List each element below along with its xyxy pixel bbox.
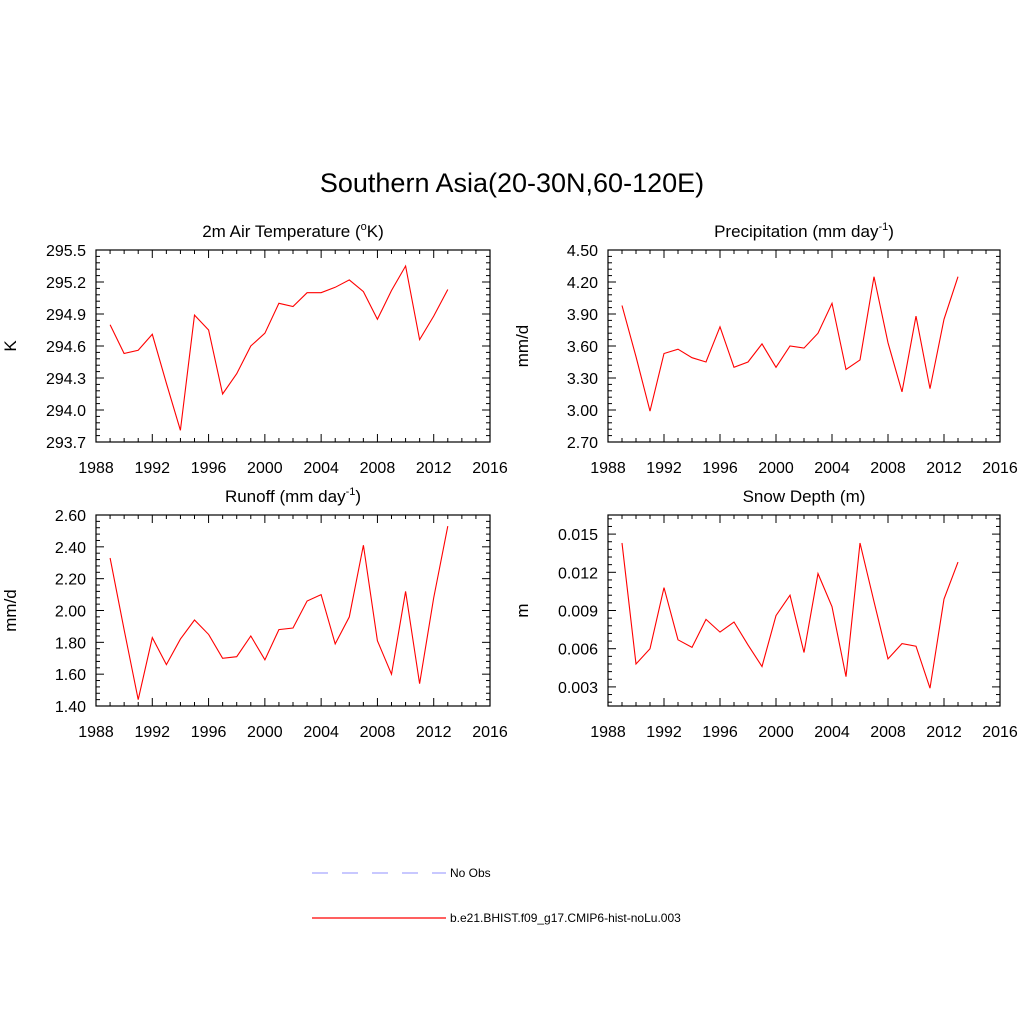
chart-panel-2: 1988 1992 1996 2000 2004 2008 2012 2016 2.70 3.00… [513, 221, 1018, 477]
x-tick-label: 2000 [247, 460, 283, 477]
x-tick-label: 2000 [758, 724, 794, 741]
x-tick-label: 2016 [472, 460, 508, 477]
x-tick-label: 1992 [646, 724, 682, 741]
panel-title: Snow Depth (m) [743, 487, 866, 506]
x-tick-label: 2004 [303, 460, 339, 477]
y-tick-label: 4.50 [567, 243, 598, 260]
y-tick-label: 2.60 [55, 508, 86, 525]
x-tick-label: 2004 [814, 460, 850, 477]
x-tick-label: 1988 [590, 724, 626, 741]
x-tick-label: 2012 [926, 724, 962, 741]
x-tick-label: 1992 [134, 724, 170, 741]
chart-panel-1: 1988 1992 1996 2000 2004 2008 2012 2016 293.7 294… [1, 221, 508, 477]
x-tick-label: 1992 [646, 460, 682, 477]
y-tick-label: 4.20 [567, 275, 598, 292]
panel-title: 2m Air Temperature (oK) [202, 221, 384, 241]
y-axis-label: mm/d [1, 589, 20, 632]
y-tick-label: 1.80 [55, 635, 86, 652]
x-tick-label: 1988 [78, 460, 114, 477]
panels-group: 1988 1992 1996 2000 2004 2008 2012 2016 293.7 294… [1, 221, 1018, 741]
panel-title-superscript: o [361, 221, 367, 233]
panel-title-text: Snow Depth (m) [743, 487, 866, 506]
y-axis-label: mm/d [513, 325, 532, 368]
x-tick-label: 2000 [758, 460, 794, 477]
figure-title: Southern Asia(20-30N,60-120E) [319, 168, 705, 198]
x-tick-label: 2012 [926, 460, 962, 477]
x-tick-label: 1996 [191, 724, 227, 741]
plot-frame [607, 249, 1001, 443]
panel-title-suffix: ) [888, 222, 894, 241]
y-tick-label: 0.003 [558, 680, 598, 697]
panel-title: Precipitation (mm day-1) [714, 221, 894, 241]
series-line-1 [621, 542, 959, 689]
legend-label-2: b.e21.BHIST.f09_g17.CMIP6-hist-noLu.003 [450, 911, 681, 925]
x-tick-label: 2000 [247, 724, 283, 741]
y-tick-label: 3.60 [567, 339, 598, 356]
x-tick-label: 1988 [590, 460, 626, 477]
y-tick-label: 3.30 [567, 371, 598, 388]
y-tick-label: 294.6 [46, 339, 86, 356]
x-tick-label: 2004 [814, 724, 850, 741]
x-tick-label: 1988 [78, 724, 114, 741]
x-tick-label: 2008 [870, 724, 906, 741]
x-tick-label: 2008 [360, 460, 396, 477]
x-tick-label: 2016 [472, 724, 508, 741]
panel-title-superscript: -1 [346, 486, 356, 498]
y-tick-label: 2.70 [567, 435, 598, 452]
legend-label-1: No Obs [450, 866, 491, 880]
x-tick-label: 2012 [416, 460, 452, 477]
plot-frame [607, 514, 1001, 707]
y-tick-label: 3.00 [567, 403, 598, 420]
y-tick-label: 294.3 [46, 371, 86, 388]
y-axis-label: K [1, 340, 20, 352]
panel-title-superscript: -1 [878, 221, 888, 233]
panel-title-text: Runoff (mm day [225, 487, 346, 506]
y-tick-label: 0.009 [558, 604, 598, 621]
series-line-1 [109, 525, 449, 700]
y-tick-label: 3.90 [567, 307, 598, 324]
x-tick-label: 2008 [360, 724, 396, 741]
series-line-1 [621, 276, 959, 412]
x-tick-label: 2008 [870, 460, 906, 477]
y-tick-label: 2.40 [55, 540, 86, 557]
y-tick-label: 0.015 [558, 527, 598, 544]
x-tick-label: 2016 [982, 460, 1018, 477]
chart-panel-3: 1988 1992 1996 2000 2004 2008 2012 2016 1.40 1.60… [1, 486, 508, 741]
y-tick-label: 294.9 [46, 307, 86, 324]
y-tick-label: 2.20 [55, 572, 86, 589]
x-tick-label: 1996 [191, 460, 227, 477]
x-tick-label: 1992 [134, 460, 170, 477]
panel-title: Runoff (mm day-1) [225, 486, 361, 506]
y-axis-label: m [513, 603, 532, 617]
panel-title-text: 2m Air Temperature ( [202, 222, 361, 241]
series-line-1 [109, 264, 449, 431]
x-tick-label: 2004 [303, 724, 339, 741]
panel-title-suffix: ) [355, 487, 361, 506]
y-tick-label: 0.006 [558, 642, 598, 659]
y-tick-label: 293.7 [46, 435, 86, 452]
chart-panel-4: 1988 1992 1996 2000 2004 2008 2012 2016 0.003 0.0… [513, 487, 1018, 741]
x-tick-label: 2012 [416, 724, 452, 741]
plot-frame [95, 514, 491, 707]
y-tick-label: 294.0 [46, 403, 86, 420]
legend: No Obs b.e21.BHIST.f09_g17.CMIP6-hist-noL… [312, 866, 681, 925]
y-tick-label: 295.2 [46, 275, 86, 292]
y-tick-label: 1.40 [55, 699, 86, 716]
y-tick-label: 2.00 [55, 604, 86, 621]
x-tick-label: 1996 [702, 460, 738, 477]
y-tick-label: 295.5 [46, 243, 86, 260]
panel-title-suffix: K) [367, 222, 384, 241]
y-tick-label: 1.60 [55, 667, 86, 684]
x-tick-label: 2016 [982, 724, 1018, 741]
x-tick-label: 1996 [702, 724, 738, 741]
y-tick-label: 0.012 [558, 565, 598, 582]
panel-title-text: Precipitation (mm day [714, 222, 879, 241]
